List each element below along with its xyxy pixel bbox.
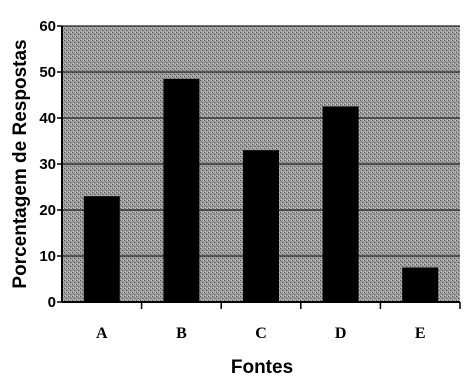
y-tick-label: 30 [39,156,56,173]
bar-b [163,78,200,303]
y-tick-label: 60 [39,18,56,35]
y-tick-label: 40 [39,110,56,127]
bar-d [322,106,359,302]
x-tick-label: E [415,325,426,342]
x-tick-label: B [176,325,187,342]
y-tick-label: 10 [39,248,56,265]
y-tick-labels: 0 10 20 30 40 50 60 [39,18,56,311]
x-tick-label: D [335,325,347,342]
bar-a [83,196,120,302]
x-axis-title: Fontes [231,357,293,378]
x-tick-label: A [96,325,108,342]
y-tick-label: 20 [39,202,56,219]
bar-e [402,267,439,302]
y-tick-label: 0 [48,294,56,311]
bars [83,78,439,303]
x-tick-label: C [255,325,267,342]
y-axis-title: Porcentagem de Respostas [10,39,31,288]
x-tick-labels: A B C D E [96,325,426,342]
bar-c [243,150,279,302]
axes [57,25,461,309]
y-tick-label: 50 [39,64,56,81]
